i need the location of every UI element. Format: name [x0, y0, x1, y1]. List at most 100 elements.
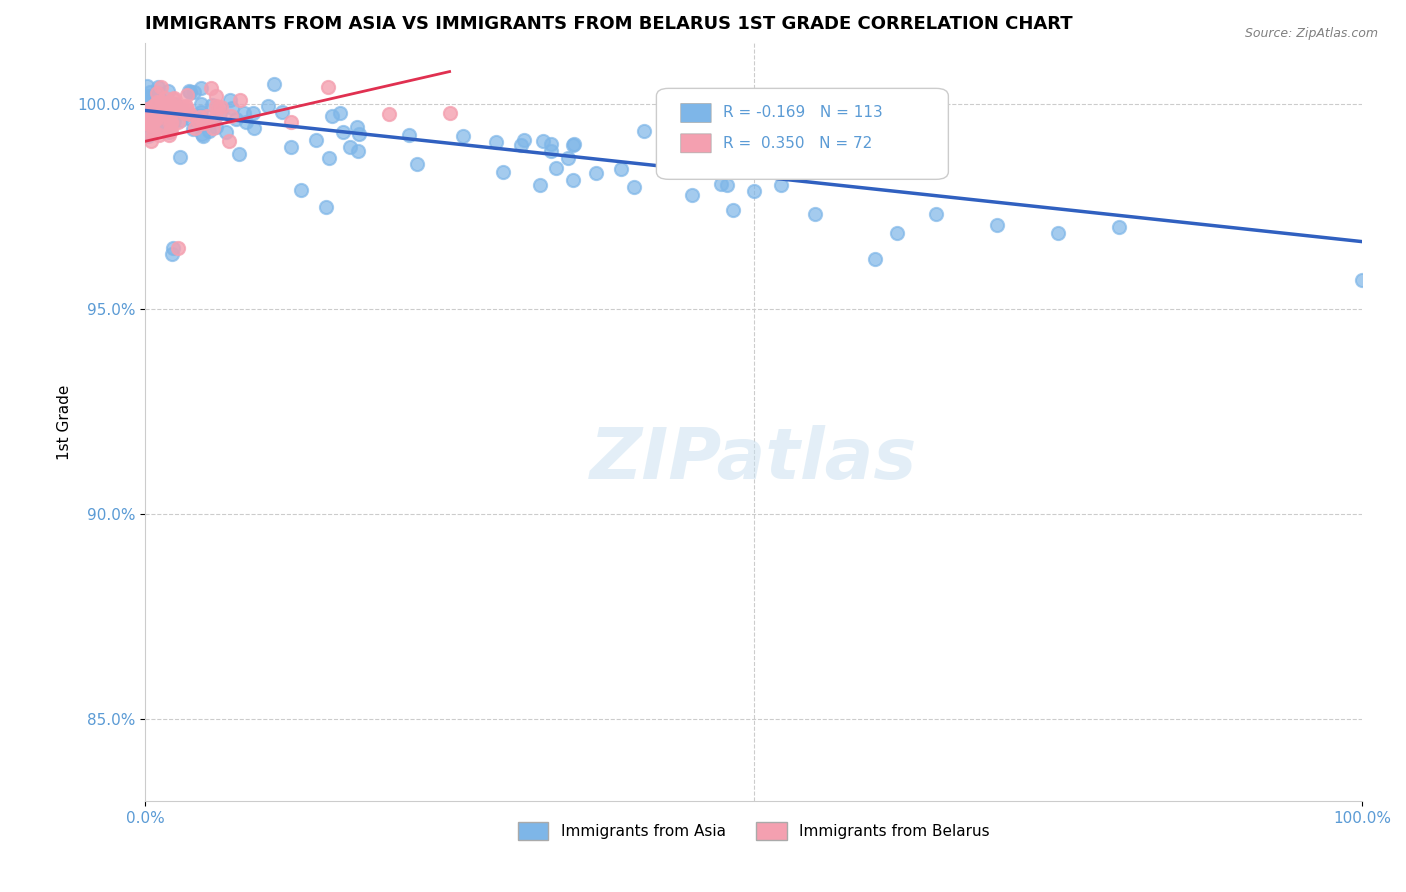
Point — [531, 134, 554, 148]
Point — [155, 111, 177, 125]
Point — [136, 91, 159, 105]
Point — [398, 128, 420, 143]
Point — [155, 97, 177, 112]
Point — [540, 144, 562, 158]
Point — [149, 80, 172, 95]
Point — [155, 96, 177, 111]
Point — [142, 97, 165, 112]
Point — [219, 93, 242, 107]
Point — [169, 99, 191, 113]
Point — [176, 107, 198, 121]
Point — [329, 106, 352, 120]
Point — [332, 125, 354, 139]
Point — [204, 109, 226, 123]
Point — [209, 106, 232, 120]
Point — [280, 140, 302, 154]
Point — [139, 124, 162, 138]
Point — [318, 151, 340, 165]
Point — [157, 125, 180, 139]
Point — [142, 99, 165, 113]
Point — [242, 105, 264, 120]
Y-axis label: 1st Grade: 1st Grade — [58, 384, 72, 459]
Point — [155, 107, 177, 121]
Point — [146, 121, 169, 136]
Point — [200, 97, 222, 112]
Point — [170, 113, 193, 128]
Point — [200, 81, 222, 95]
Point — [209, 100, 232, 114]
Point — [153, 103, 176, 118]
Point — [136, 89, 159, 103]
Point — [148, 109, 170, 123]
Point — [347, 128, 370, 142]
Point — [153, 91, 176, 105]
Point — [135, 116, 157, 130]
Point — [187, 113, 209, 128]
Point — [221, 101, 243, 115]
Point — [557, 152, 579, 166]
Point — [1108, 220, 1130, 235]
Point — [347, 145, 370, 159]
Point — [742, 184, 765, 198]
Point — [633, 124, 655, 138]
Point — [162, 246, 184, 260]
Point — [1046, 227, 1069, 241]
Point — [156, 96, 179, 111]
Point — [138, 129, 160, 144]
Point — [160, 123, 183, 137]
Point — [135, 102, 157, 116]
Point — [339, 140, 361, 154]
Point — [290, 184, 312, 198]
Point — [453, 128, 475, 143]
Point — [148, 119, 170, 133]
Point — [139, 134, 162, 148]
Point — [195, 109, 218, 123]
Point — [138, 94, 160, 108]
Point — [143, 107, 166, 121]
Point — [162, 99, 184, 113]
Point — [305, 132, 328, 146]
Point — [153, 119, 176, 133]
Point — [179, 84, 201, 98]
Point — [169, 150, 191, 164]
Point — [155, 102, 177, 116]
Point — [145, 106, 167, 120]
Point — [229, 93, 252, 107]
Point — [135, 116, 157, 130]
Point — [243, 121, 266, 136]
Point — [159, 124, 181, 138]
Point — [315, 200, 337, 214]
Point — [183, 120, 205, 135]
Point — [148, 105, 170, 120]
Text: R =  0.350   N = 72: R = 0.350 N = 72 — [723, 136, 873, 152]
Text: IMMIGRANTS FROM ASIA VS IMMIGRANTS FROM BELARUS 1ST GRADE CORRELATION CHART: IMMIGRANTS FROM ASIA VS IMMIGRANTS FROM … — [145, 15, 1073, 33]
Point — [179, 85, 201, 99]
Point — [157, 128, 180, 142]
Point — [204, 88, 226, 103]
Point — [142, 110, 165, 124]
Point — [167, 115, 190, 129]
Point — [510, 137, 533, 152]
Point — [179, 107, 201, 121]
Point — [204, 98, 226, 112]
Point — [146, 107, 169, 121]
Point — [204, 120, 226, 135]
Point — [986, 219, 1008, 233]
Point — [145, 97, 167, 112]
Point — [540, 136, 562, 151]
Point — [207, 101, 229, 115]
Point — [214, 125, 236, 139]
Point — [166, 101, 188, 115]
Point — [162, 103, 184, 118]
Point — [183, 85, 205, 99]
Point — [439, 106, 461, 120]
Point — [176, 87, 198, 102]
Point — [157, 95, 180, 109]
Point — [235, 115, 257, 129]
Point — [148, 128, 170, 143]
Point — [562, 137, 585, 152]
Point — [174, 105, 197, 120]
Point — [803, 207, 825, 221]
Point — [191, 129, 214, 144]
Point — [925, 207, 948, 221]
